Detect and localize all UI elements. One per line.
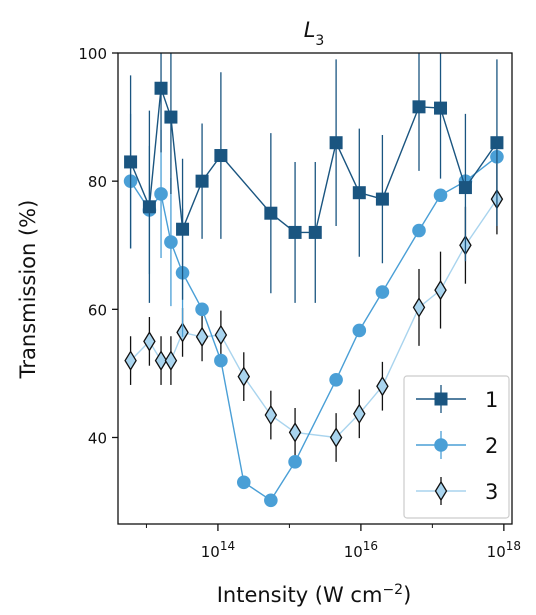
legend-marker <box>434 392 448 406</box>
data-point <box>164 235 178 249</box>
data-point <box>195 326 209 348</box>
plot-frame <box>117 52 513 525</box>
data-point <box>176 222 190 236</box>
x-tick-label: 1018 <box>487 539 521 561</box>
plot-layer <box>117 0 513 508</box>
data-point <box>214 149 228 163</box>
data-point <box>412 223 426 238</box>
data-point <box>154 187 168 201</box>
data-point <box>353 403 366 425</box>
y-tick-label: 80 <box>88 173 107 191</box>
data-point <box>329 427 343 448</box>
data-point <box>352 323 367 338</box>
data-point <box>458 181 472 195</box>
chart-title-main: L <box>304 18 316 42</box>
legend-marker <box>434 480 448 502</box>
y-tick-label: 40 <box>88 429 107 447</box>
x-axis-title-superscript: −2 <box>382 582 403 598</box>
data-point <box>236 475 251 490</box>
x-axis-title-main: Intensity (W cm <box>217 583 383 607</box>
data-point <box>214 353 228 368</box>
data-point <box>352 186 366 200</box>
data-point <box>195 302 209 317</box>
plot-top-mask <box>117 0 513 53</box>
data-point <box>375 285 390 299</box>
data-point <box>264 493 278 508</box>
chart-title: L3 <box>304 18 325 49</box>
data-point <box>264 404 278 426</box>
data-point <box>154 350 168 371</box>
data-point <box>288 422 302 443</box>
data-point <box>434 279 447 301</box>
data-point <box>124 350 137 371</box>
data-point <box>124 155 138 169</box>
data-point <box>288 455 302 469</box>
data-point <box>412 100 426 114</box>
x-tick-label: 1014 <box>201 539 235 561</box>
y-axis-title: Transmission (%) <box>16 200 40 380</box>
data-point <box>308 225 322 239</box>
legend-label: 1 <box>485 388 498 412</box>
data-point <box>433 188 448 203</box>
data-point <box>490 136 504 150</box>
y-tick-label: 60 <box>88 301 107 319</box>
data-point <box>375 192 389 206</box>
legend-box <box>403 375 510 519</box>
legend-marker <box>434 438 448 452</box>
data-point <box>412 297 426 318</box>
data-point <box>288 225 302 239</box>
x-axis-title: Intensity (W cm−2) <box>217 582 412 607</box>
chart-title-subscript: 3 <box>315 33 324 49</box>
data-point <box>164 350 178 371</box>
x-axis-title-suffix: ) <box>403 583 411 607</box>
legend-label: 2 <box>485 434 498 458</box>
data-point <box>164 110 178 124</box>
data-point <box>329 373 343 387</box>
data-point <box>376 375 389 397</box>
data-point <box>195 174 209 188</box>
series-3 <box>124 163 504 462</box>
legend-label: 3 <box>485 480 498 504</box>
y-tick-label: 100 <box>78 45 107 63</box>
data-point <box>142 200 156 214</box>
data-point <box>329 136 343 150</box>
series-1 <box>124 24 504 303</box>
data-point <box>214 324 228 346</box>
axes-layer: 40 60 80 100 1014 1016 1018 <box>78 45 521 561</box>
data-point <box>237 366 251 387</box>
data-point <box>264 206 278 220</box>
data-point <box>434 101 448 115</box>
data-point <box>143 331 156 352</box>
x-tick-label: 1016 <box>344 539 378 561</box>
data-point <box>154 81 168 95</box>
legend: 1 2 3 <box>403 375 510 519</box>
